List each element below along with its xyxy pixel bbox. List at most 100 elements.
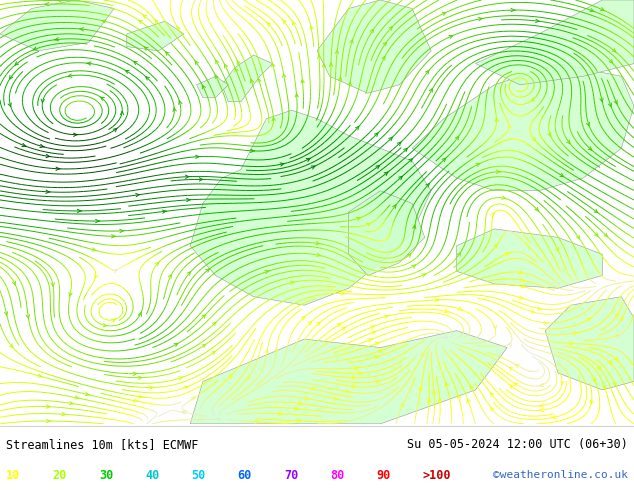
FancyArrowPatch shape [69,293,72,296]
Polygon shape [0,0,114,51]
FancyArrowPatch shape [112,319,115,322]
FancyArrowPatch shape [184,386,188,389]
FancyArrowPatch shape [292,22,295,25]
FancyArrowPatch shape [306,158,310,161]
FancyArrowPatch shape [272,63,275,67]
FancyArrowPatch shape [138,376,143,379]
Text: 80: 80 [330,469,344,482]
FancyArrowPatch shape [539,404,543,407]
FancyArrowPatch shape [508,125,512,129]
FancyArrowPatch shape [202,85,205,89]
FancyArrowPatch shape [322,64,325,67]
FancyArrowPatch shape [103,323,108,327]
FancyArrowPatch shape [173,108,176,111]
FancyArrowPatch shape [521,278,525,281]
FancyArrowPatch shape [382,56,385,60]
FancyArrowPatch shape [316,242,320,245]
FancyArrowPatch shape [202,344,205,347]
FancyArrowPatch shape [46,190,50,194]
FancyArrowPatch shape [290,281,295,284]
FancyArrowPatch shape [265,270,269,273]
FancyArrowPatch shape [383,42,386,46]
FancyArrowPatch shape [75,396,79,399]
FancyArrowPatch shape [299,402,303,405]
FancyArrowPatch shape [567,140,570,144]
FancyArrowPatch shape [612,49,616,52]
FancyArrowPatch shape [496,170,501,173]
FancyArrowPatch shape [418,387,422,391]
FancyArrowPatch shape [44,2,49,6]
FancyArrowPatch shape [74,133,78,136]
FancyArrowPatch shape [521,285,526,288]
FancyArrowPatch shape [594,209,598,213]
FancyArrowPatch shape [491,408,494,411]
Polygon shape [197,76,228,98]
FancyArrowPatch shape [378,349,383,353]
FancyArrowPatch shape [334,397,339,400]
FancyArrowPatch shape [555,247,559,251]
Text: 70: 70 [284,469,298,482]
FancyArrowPatch shape [4,312,8,315]
Text: 60: 60 [238,469,252,482]
FancyArrowPatch shape [15,62,18,65]
FancyArrowPatch shape [272,118,275,121]
Polygon shape [190,110,431,305]
FancyArrowPatch shape [531,310,536,313]
FancyArrowPatch shape [536,19,540,23]
FancyArrowPatch shape [535,207,538,211]
FancyArrowPatch shape [295,94,299,97]
FancyArrowPatch shape [86,392,90,396]
Polygon shape [456,229,602,288]
FancyArrowPatch shape [305,396,309,400]
Text: Streamlines 10m [kts] ECMWF: Streamlines 10m [kts] ECMWF [6,439,198,451]
FancyArrowPatch shape [570,342,574,345]
Text: >100: >100 [423,469,451,482]
FancyArrowPatch shape [407,254,411,257]
FancyArrowPatch shape [46,405,51,408]
FancyArrowPatch shape [311,387,316,390]
FancyArrowPatch shape [133,399,138,402]
FancyArrowPatch shape [38,374,42,377]
FancyArrowPatch shape [197,418,202,421]
Text: 50: 50 [191,469,205,482]
FancyArrowPatch shape [438,399,442,402]
FancyArrowPatch shape [614,357,618,361]
FancyArrowPatch shape [613,382,616,386]
FancyArrowPatch shape [179,101,182,104]
FancyArrowPatch shape [150,386,153,389]
FancyArrowPatch shape [604,233,607,237]
FancyArrowPatch shape [339,77,342,81]
FancyArrowPatch shape [96,220,100,223]
FancyArrowPatch shape [335,50,339,53]
FancyArrowPatch shape [120,229,124,233]
FancyArrowPatch shape [457,395,460,398]
FancyArrowPatch shape [427,399,430,402]
FancyArrowPatch shape [112,235,116,238]
FancyArrowPatch shape [588,147,592,150]
FancyArrowPatch shape [199,178,204,181]
FancyArrowPatch shape [34,47,37,50]
FancyArrowPatch shape [265,349,268,353]
FancyArrowPatch shape [358,371,362,375]
FancyArrowPatch shape [399,176,403,180]
FancyArrowPatch shape [531,98,535,101]
FancyArrowPatch shape [597,366,600,369]
FancyArrowPatch shape [435,298,439,302]
FancyArrowPatch shape [509,368,513,370]
FancyArrowPatch shape [573,332,578,335]
FancyArrowPatch shape [614,100,617,104]
FancyArrowPatch shape [79,27,84,31]
FancyArrowPatch shape [145,47,148,50]
FancyArrowPatch shape [113,128,117,132]
Polygon shape [127,21,184,51]
FancyArrowPatch shape [41,99,44,102]
Polygon shape [545,297,634,390]
FancyArrowPatch shape [515,365,519,368]
FancyArrowPatch shape [237,61,240,65]
FancyArrowPatch shape [57,0,61,2]
FancyArrowPatch shape [247,376,250,379]
FancyArrowPatch shape [10,75,13,79]
FancyArrowPatch shape [316,322,320,325]
FancyArrowPatch shape [593,378,596,382]
FancyArrowPatch shape [470,386,474,390]
